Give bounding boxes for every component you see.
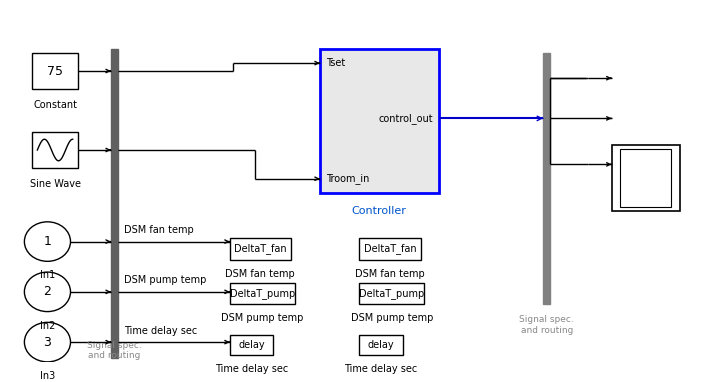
Text: Time delay sec: Time delay sec [344,364,417,374]
Bar [229,283,295,304]
Text: DSM fan temp: DSM fan temp [124,225,194,235]
Bar [611,145,680,211]
Bar [319,49,439,193]
Bar [359,335,403,354]
Text: In1: In1 [40,270,55,280]
Bar [32,132,78,168]
Text: delay: delay [367,340,394,350]
Text: In3: In3 [40,371,55,381]
Text: 2: 2 [44,285,52,298]
Text: Tset: Tset [325,58,345,68]
Bar [229,335,273,354]
Text: Time delay sec: Time delay sec [215,364,288,374]
Bar [359,238,420,259]
Text: delay: delay [238,340,265,350]
Text: 1: 1 [44,235,52,248]
Bar [620,149,672,207]
Text: Signal spec.
and routing: Signal spec. and routing [87,341,142,360]
Text: 3: 3 [44,336,52,349]
Text: In2: In2 [40,320,55,330]
Text: DeltaT_pump: DeltaT_pump [229,288,295,299]
Ellipse shape [25,322,70,362]
Text: Time delay sec: Time delay sec [124,326,197,336]
Bar [543,53,550,304]
Text: DeltaT_fan: DeltaT_fan [234,243,287,254]
Bar [32,53,78,89]
Text: control_out: control_out [378,113,433,124]
Bar [359,283,424,304]
Text: Controller: Controller [352,206,407,216]
Text: Signal spec.
and routing: Signal spec. and routing [519,315,574,335]
Text: 75: 75 [47,65,63,78]
Text: Sine Wave: Sine Wave [30,179,81,189]
Ellipse shape [25,222,70,261]
Text: DSM fan temp: DSM fan temp [355,269,425,278]
Text: Troom_in: Troom_in [325,173,369,184]
Text: DeltaT_fan: DeltaT_fan [364,243,416,254]
Text: DSM pump temp: DSM pump temp [221,313,303,324]
Text: DSM fan temp: DSM fan temp [226,269,295,278]
Text: DSM pump temp: DSM pump temp [124,275,206,285]
Bar [111,49,118,358]
Text: DeltaT_pump: DeltaT_pump [359,288,425,299]
Ellipse shape [25,272,70,312]
Text: Constant: Constant [33,100,77,110]
Bar [229,238,291,259]
Text: DSM pump temp: DSM pump temp [351,313,433,324]
